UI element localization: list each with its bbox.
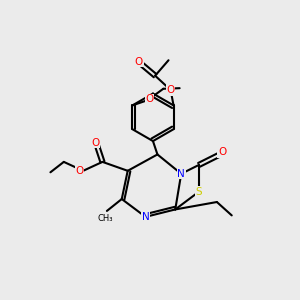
Text: O: O [91,138,99,148]
Text: S: S [196,187,202,196]
Text: O: O [135,57,143,67]
Text: N: N [142,212,149,222]
Text: O: O [75,166,84,176]
Text: O: O [218,147,226,157]
Text: N: N [177,169,185,179]
Text: O: O [145,94,153,104]
Text: O: O [167,85,175,95]
Text: CH₃: CH₃ [98,214,113,223]
